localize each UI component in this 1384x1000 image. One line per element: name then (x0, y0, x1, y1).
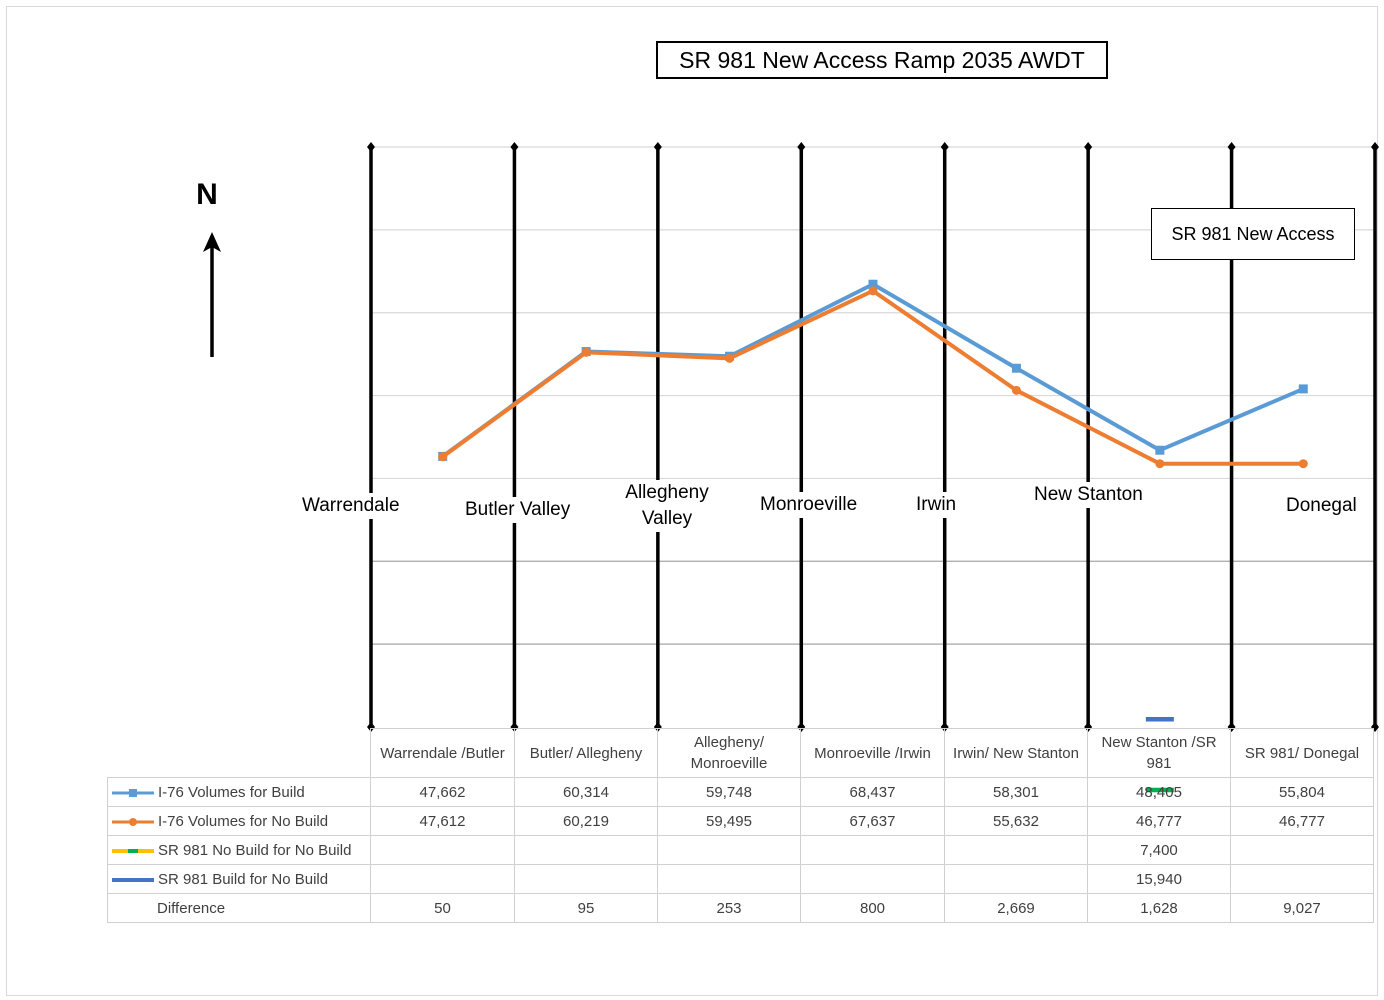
interchange-marker-top (1371, 142, 1379, 152)
column-header: Irwin/ New Stanton (944, 728, 1088, 778)
data-point-build (1155, 445, 1165, 455)
legend-entry-sr981-build: SR 981 Build for No Build (107, 864, 371, 894)
table-cell: 253 (657, 893, 801, 923)
table-cell: 55,804 (1230, 777, 1374, 807)
column-header: Monroeville /Irwin (800, 728, 945, 778)
table-header-row: Warrendale /Butler Butler/ Allegheny All… (107, 728, 1374, 778)
table-cell (944, 864, 1088, 894)
series-line-no-build (441, 288, 1304, 466)
table-cell: 60,219 (514, 806, 658, 836)
table-row-difference: Difference 50 95 253 800 2,669 1,628 9,0… (107, 893, 1374, 923)
table-cell: 58,301 (944, 777, 1088, 807)
series-name: I-76 Volumes for Build (158, 783, 305, 801)
data-point-no-build (1298, 459, 1308, 469)
interchange-marker-top (367, 142, 375, 152)
interchange-marker-top (797, 142, 806, 152)
table-cell: 7,400 (1087, 835, 1231, 865)
table-cell (514, 864, 658, 894)
table-cell (800, 835, 945, 865)
table-cell (1230, 864, 1374, 894)
series-name: SR 981 Build for No Build (158, 870, 329, 888)
table-corner (107, 728, 371, 778)
column-header: Butler/ Allegheny (514, 728, 658, 778)
column-header: Warrendale /Butler (370, 728, 515, 778)
north-label: N (196, 178, 218, 211)
legend-key-sr981-no-build (112, 848, 154, 853)
data-point-no-build (1011, 385, 1021, 395)
table-cell: 2,669 (944, 893, 1088, 923)
legend-key-no-build (112, 817, 154, 826)
table-cell: 9,027 (1230, 893, 1374, 923)
town-label-allegheny-valley: Allegheny Valley (618, 480, 716, 532)
series-name: I-76 Volumes for No Build (158, 812, 329, 830)
legend-entry-sr981-no-build: SR 981 No Build for No Build (107, 835, 371, 865)
chart-frame (6, 6, 1378, 996)
data-point-build (1298, 384, 1308, 394)
legend-entry-no-build: I-76 Volumes for No Build (107, 806, 371, 836)
data-point-no-build (581, 347, 591, 357)
sr981-new-access-annotation: SR 981 New Access (1151, 208, 1355, 260)
table-cell: 67,637 (800, 806, 945, 836)
table-cell: 47,612 (370, 806, 515, 836)
interchange-marker-top (510, 142, 519, 152)
table-cell: 800 (800, 893, 945, 923)
data-point-no-build (438, 452, 448, 462)
legend-entry-build: I-76 Volumes for Build (107, 777, 371, 807)
data-point-no-build (1155, 459, 1165, 469)
table-cell: 1,628 (1087, 893, 1231, 923)
interchange-marker-top (1227, 142, 1236, 152)
difference-label: Difference (107, 893, 371, 923)
legend-key-sr981-build (112, 877, 154, 882)
town-label-monroeville: Monroeville (756, 492, 862, 518)
table-cell: 60,314 (514, 777, 658, 807)
table-cell: 59,748 (657, 777, 801, 807)
data-point-no-build (725, 353, 735, 363)
data-point-no-build (868, 286, 878, 296)
town-label-donegal: Donegal (1282, 493, 1361, 519)
table-cell: 46,777 (1230, 806, 1374, 836)
table-cell: 95 (514, 893, 658, 923)
legend-key-build (112, 788, 154, 797)
table-cell (370, 864, 515, 894)
series-name: SR 981 No Build for No Build (158, 841, 352, 859)
table-cell (944, 835, 1088, 865)
table-cell: 46,777 (1087, 806, 1231, 836)
data-point-build (1011, 363, 1021, 373)
table-cell (657, 835, 801, 865)
table-cell (1230, 835, 1374, 865)
column-header: New Stanton /SR 981 (1087, 728, 1231, 778)
interchange-marker-top (940, 142, 949, 152)
data-table: Warrendale /Butler Butler/ Allegheny All… (107, 728, 1374, 923)
table-row-no-build: I-76 Volumes for No Build 47,612 60,219 … (107, 806, 1374, 836)
chart-title: SR 981 New Access Ramp 2035 AWDT (656, 41, 1108, 79)
table-row-build: I-76 Volumes for Build 47,662 60,314 59,… (107, 777, 1374, 807)
table-cell: 15,940 (1087, 864, 1231, 894)
town-label-new-stanton: New Stanton (1030, 482, 1147, 508)
table-cell: 50 (370, 893, 515, 923)
table-row-sr981-build: SR 981 Build for No Build 15,940 (107, 864, 1374, 894)
table-cell: 47,662 (370, 777, 515, 807)
town-label-butler-valley: Butler Valley (461, 497, 575, 523)
table-cell: 68,437 (800, 777, 945, 807)
series-line-build (441, 282, 1305, 458)
data-point-build (868, 279, 878, 289)
table-cell (514, 835, 658, 865)
table-cell (370, 835, 515, 865)
column-header: SR 981/ Donegal (1230, 728, 1374, 778)
column-header: Allegheny/ Monroeville (657, 728, 801, 778)
table-cell: 48,405 (1087, 777, 1231, 807)
table-cell: 55,632 (944, 806, 1088, 836)
table-cell (657, 864, 801, 894)
table-row-sr981-no-build: SR 981 No Build for No Build 7,400 (107, 835, 1374, 865)
town-label-warrendale: Warrendale (298, 493, 404, 519)
table-cell: 59,495 (657, 806, 801, 836)
interchange-marker-top (1084, 142, 1093, 152)
north-arrow-head (203, 232, 221, 252)
town-label-irwin: Irwin (912, 492, 961, 518)
table-cell (800, 864, 945, 894)
interchange-marker-top (653, 142, 662, 152)
